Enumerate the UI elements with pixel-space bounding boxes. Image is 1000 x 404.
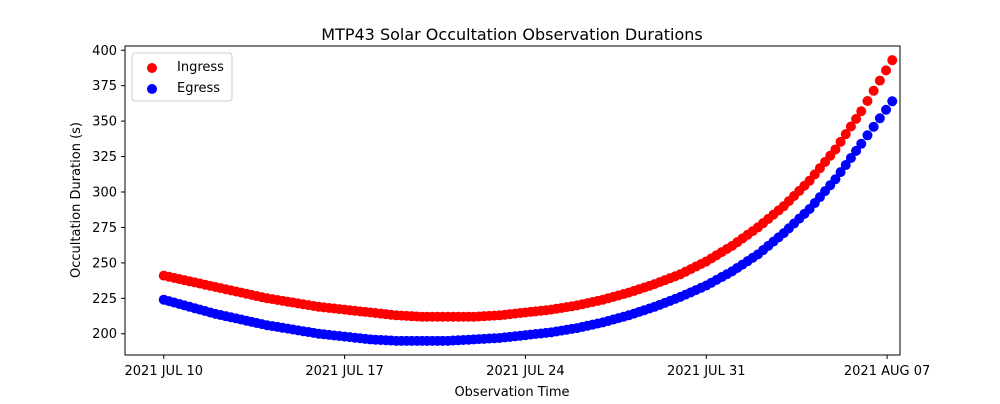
y-tick-label: 375 <box>92 79 117 94</box>
legend-marker-ingress <box>147 63 157 73</box>
x-axis-label: Observation Time <box>454 385 569 400</box>
data-point-ingress <box>851 113 862 124</box>
data-point-ingress <box>835 136 846 147</box>
points-layer <box>158 55 898 346</box>
data-point-egress <box>830 174 841 185</box>
data-point-egress <box>881 104 892 115</box>
y-tick-label: 350 <box>92 115 117 130</box>
data-point-ingress <box>856 106 867 117</box>
data-point-egress <box>845 152 856 163</box>
data-point-ingress <box>881 65 892 76</box>
x-tick-label: 2021 JUL 17 <box>305 364 383 379</box>
y-tick-label: 250 <box>92 256 117 271</box>
x-tick-label: 2021 JUL 24 <box>486 364 564 379</box>
data-point-egress <box>868 121 879 132</box>
y-axis-label: Occultation Duration (s) <box>69 122 84 278</box>
legend: Ingress Egress <box>131 52 233 102</box>
x-axis: 2021 JUL 10 2021 JUL 17 2021 JUL 24 2021 JU… <box>125 355 930 379</box>
data-point-ingress <box>845 121 856 132</box>
data-point-egress <box>874 113 885 124</box>
legend-label-ingress: Ingress <box>177 60 224 75</box>
data-point-egress <box>840 160 851 171</box>
legend-label-egress: Egress <box>177 81 220 96</box>
y-axis: 200 225 250 275 300 325 350 375 400 <box>92 44 125 342</box>
data-point-ingress <box>874 75 885 86</box>
data-point-egress <box>835 167 846 178</box>
legend-marker-egress <box>147 84 157 94</box>
data-point-ingress <box>830 144 841 155</box>
axes-frame <box>124 45 901 356</box>
y-tick-label: 400 <box>92 44 117 59</box>
y-tick-label: 225 <box>92 292 117 307</box>
data-point-ingress <box>862 96 873 106</box>
data-point-egress <box>851 145 862 156</box>
data-point-ingress <box>868 85 879 96</box>
y-tick-label: 325 <box>92 150 117 165</box>
y-tick-label: 275 <box>92 221 117 236</box>
data-point-ingress <box>887 55 898 66</box>
x-tick-label: 2021 JUL 31 <box>667 364 745 379</box>
data-point-egress <box>856 138 867 149</box>
y-tick-label: 300 <box>92 185 117 200</box>
data-point-egress <box>887 96 898 107</box>
data-point-egress <box>862 130 873 141</box>
x-tick-label: 2021 JUL 10 <box>125 364 203 379</box>
data-point-ingress <box>840 129 851 140</box>
x-tick-label: 2021 AUG 07 <box>844 364 930 379</box>
chart-title: MTP43 Solar Occultation Observation Dura… <box>321 25 702 44</box>
y-tick-label: 200 <box>92 327 117 342</box>
